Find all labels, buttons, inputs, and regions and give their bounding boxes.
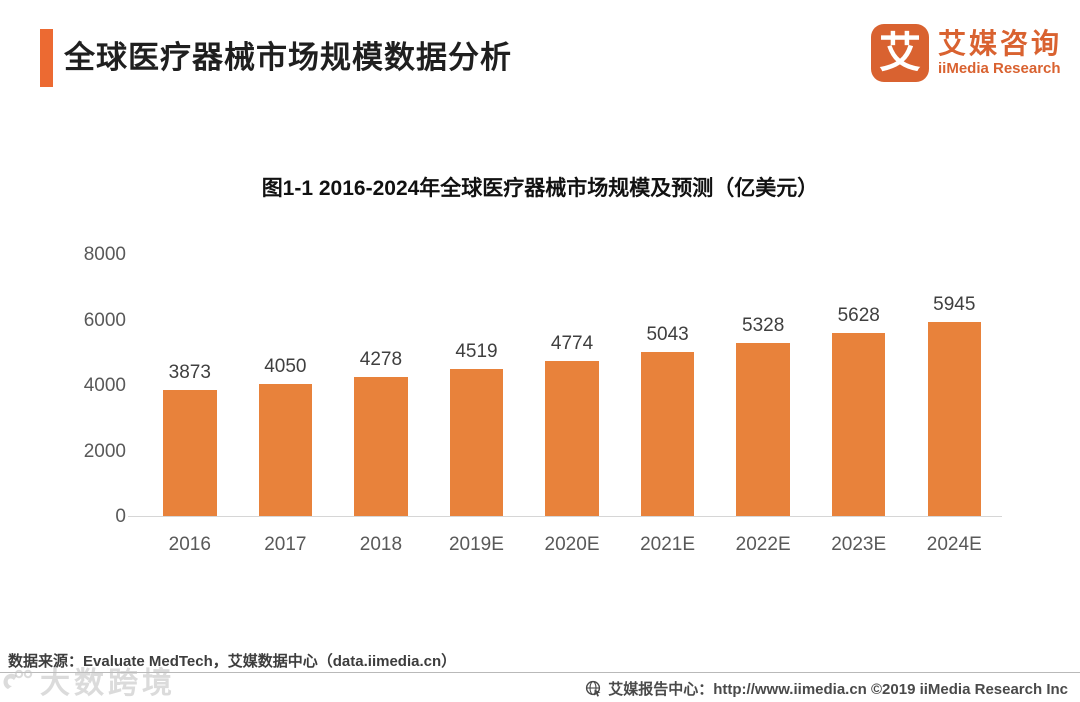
iimedia-logo-icon: 艾: [870, 24, 929, 82]
iimedia-logo: 艾 艾媒咨询 iiMedia Research: [870, 24, 1062, 82]
bar-slot: 5628: [811, 255, 907, 517]
watermark-text: 大数跨境: [40, 667, 176, 700]
bar-2019E: [449, 369, 504, 517]
x-axis: 2016 2017 2018 2019E 2020E 2021E 2022E 2023E 202…: [142, 534, 1002, 556]
bar-value-label: 5628: [837, 304, 880, 326]
x-tick-label: 2018: [359, 534, 403, 555]
logo-text: 艾媒咨询 iiMedia Research: [938, 28, 1062, 78]
x-tick-label: 2019E: [448, 534, 504, 555]
bar-slot: 5043: [620, 255, 716, 517]
bar-value-label: 4774: [550, 332, 594, 354]
x-tick-label: 2023E: [831, 534, 887, 555]
y-tick-label: 8000: [83, 244, 126, 265]
x-tick-label: 2024E: [926, 534, 982, 555]
bar-slot: 5328: [715, 255, 811, 517]
logo-name-cn: 艾媒咨询: [937, 28, 1062, 59]
bar-value-label: 4278: [359, 348, 403, 370]
bar-slot: 4278: [333, 255, 429, 517]
x-tick-label: 2017: [264, 534, 307, 555]
bar-2016: [163, 390, 217, 517]
logo-glyph: 艾: [878, 29, 921, 76]
bar-value-label: 4519: [455, 341, 498, 363]
bar-value-label: 4050: [264, 356, 307, 378]
bar-slot: 4774: [524, 255, 620, 517]
source-note: 数据来源：Evaluate MedTech，艾媒数据中心（data.iimedi…: [8, 653, 457, 670]
x-tick-label: 2022E: [735, 534, 791, 555]
y-tick-label: 0: [115, 506, 126, 527]
title-accent-bar: [40, 29, 53, 87]
x-tick-label: 2021E: [640, 534, 696, 555]
logo-name-en: iiMedia Research: [937, 60, 1061, 77]
bar-2023E: [831, 332, 886, 517]
bar-2024E: [927, 322, 982, 517]
bar-value-label: 5945: [933, 294, 976, 316]
globe-cursor-icon: [585, 680, 602, 697]
watermark: 大数跨境: [2, 658, 176, 702]
bar-value-label: 5043: [646, 323, 689, 345]
footer-divider: [0, 672, 1080, 673]
bar-slot: 5945: [907, 255, 1003, 517]
bar-value-label: 3873: [168, 362, 211, 384]
y-tick-label: 2000: [83, 440, 126, 462]
bar-2018: [354, 376, 408, 517]
bar-slot: 3873: [142, 255, 238, 517]
bar-value-label: 5328: [742, 314, 785, 336]
bar-2022E: [736, 342, 790, 517]
chart-title: 图1-1 2016-2024年全球医疗器械市场规模及预测（亿美元）: [261, 177, 819, 200]
plot-area: 3873 4050 4278 4519 4774 5043 5328 5628 5945: [142, 255, 1002, 517]
footer-text: 艾媒报告中心：http://www.iimedia.cn ©2019 iiMed…: [608, 681, 1068, 698]
x-tick-label: 2020E: [544, 534, 600, 555]
footer: 艾媒报告中心：http://www.iimedia.cn ©2019 iiMed…: [585, 678, 1068, 699]
watermark-logo-icon: [2, 667, 36, 693]
bar-slot: 4519: [429, 255, 525, 517]
bar-2020E: [545, 360, 599, 517]
page-title: 全球医疗器械市场规模数据分析: [64, 40, 512, 75]
bar-slot: 4050: [238, 255, 334, 517]
bar-2017: [258, 384, 313, 517]
bar-2021E: [640, 351, 695, 517]
x-axis-line: [128, 516, 1002, 517]
y-axis: 0 2000 4000 6000 8000: [60, 244, 126, 527]
x-tick-label: 2016: [168, 534, 211, 555]
y-tick-label: 4000: [83, 375, 126, 396]
y-tick-label: 6000: [83, 309, 126, 331]
